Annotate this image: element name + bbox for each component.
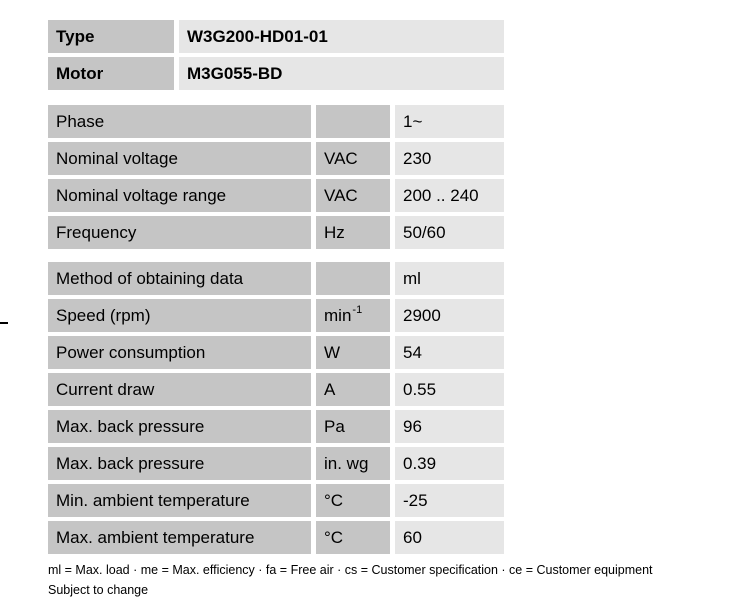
performance-spec-table: Method of obtaining data ml Speed (rpm) … bbox=[48, 262, 504, 558]
spec-value-cell: ml bbox=[395, 262, 504, 295]
unit-text: in. wg bbox=[324, 454, 369, 473]
table-row: Phase 1~ bbox=[48, 105, 504, 138]
spec-unit-cell: °C bbox=[316, 521, 390, 554]
spec-unit-cell: VAC bbox=[316, 142, 390, 175]
spec-value-cell: 96 bbox=[395, 410, 504, 443]
table-row: Nominal voltage range VAC 200 .. 240 bbox=[48, 179, 504, 212]
spec-unit-cell: W bbox=[316, 336, 390, 369]
table-row: Power consumption W 54 bbox=[48, 336, 504, 369]
spec-value-cell: M3G055-BD bbox=[179, 57, 504, 90]
subject-to-change-note: Subject to change bbox=[48, 583, 149, 597]
table-row: Min. ambient temperature °C -25 bbox=[48, 484, 504, 517]
type-motor-table: Type W3G200-HD01-01 Motor M3G055-BD bbox=[48, 20, 504, 94]
spec-value-cell: 2900 bbox=[395, 299, 504, 332]
unit-text: °C bbox=[324, 491, 344, 510]
unit-text: VAC bbox=[324, 149, 358, 168]
spec-value-cell: 200 .. 240 bbox=[395, 179, 504, 212]
spec-unit-cell bbox=[316, 262, 390, 295]
spec-unit-cell: min -1 bbox=[316, 299, 390, 332]
unit-text: VAC bbox=[324, 186, 358, 205]
table-row: Current draw A 0.55 bbox=[48, 373, 504, 406]
spec-value-cell: 60 bbox=[395, 521, 504, 554]
spec-label-cell: Type bbox=[48, 20, 174, 53]
spec-label-cell: Power consumption bbox=[48, 336, 311, 369]
spec-label-cell: Max. ambient temperature bbox=[48, 521, 311, 554]
unit-text: °C bbox=[324, 528, 344, 547]
spec-label-cell: Current draw bbox=[48, 373, 311, 406]
unit-text: Hz bbox=[324, 223, 345, 242]
table-row: Max. ambient temperature °C 60 bbox=[48, 521, 504, 554]
unit-text: min bbox=[324, 306, 352, 325]
spec-value-cell: 230 bbox=[395, 142, 504, 175]
unit-text: Pa bbox=[324, 417, 345, 436]
spec-unit-cell: Pa bbox=[316, 410, 390, 443]
unit-superscript: -1 bbox=[352, 304, 363, 316]
table-row: Method of obtaining data ml bbox=[48, 262, 504, 295]
spec-label-cell: Max. back pressure bbox=[48, 410, 311, 443]
spec-unit-cell: VAC bbox=[316, 179, 390, 212]
page-fold-mark bbox=[0, 322, 8, 324]
spec-value-cell: 54 bbox=[395, 336, 504, 369]
spec-value-cell: 50/60 bbox=[395, 216, 504, 249]
legend-text: ml = Max. load · me = Max. efficiency · … bbox=[48, 563, 653, 577]
spec-label-cell: Phase bbox=[48, 105, 311, 138]
spec-unit-cell bbox=[316, 105, 390, 138]
spec-value-cell: -25 bbox=[395, 484, 504, 517]
table-row: Type W3G200-HD01-01 bbox=[48, 20, 504, 53]
unit-text: A bbox=[324, 380, 336, 399]
spec-label-cell: Method of obtaining data bbox=[48, 262, 311, 295]
unit-text: W bbox=[324, 343, 341, 362]
spec-label-cell: Max. back pressure bbox=[48, 447, 311, 480]
spec-value-cell: 0.39 bbox=[395, 447, 504, 480]
spec-value-cell: 1~ bbox=[395, 105, 504, 138]
spec-unit-cell: °C bbox=[316, 484, 390, 517]
spec-unit-cell: A bbox=[316, 373, 390, 406]
spec-label-cell: Frequency bbox=[48, 216, 311, 249]
table-row: Motor M3G055-BD bbox=[48, 57, 504, 90]
spec-label-cell: Motor bbox=[48, 57, 174, 90]
table-row: Nominal voltage VAC 230 bbox=[48, 142, 504, 175]
table-row: Max. back pressure in. wg 0.39 bbox=[48, 447, 504, 480]
spec-label-cell: Min. ambient temperature bbox=[48, 484, 311, 517]
spec-value-cell: 0.55 bbox=[395, 373, 504, 406]
table-row: Frequency Hz 50/60 bbox=[48, 216, 504, 249]
table-row: Speed (rpm) min -1 2900 bbox=[48, 299, 504, 332]
table-row: Max. back pressure Pa 96 bbox=[48, 410, 504, 443]
spec-unit-cell: Hz bbox=[316, 216, 390, 249]
spec-label-cell: Nominal voltage bbox=[48, 142, 311, 175]
spec-label-cell: Speed (rpm) bbox=[48, 299, 311, 332]
spec-label-cell: Nominal voltage range bbox=[48, 179, 311, 212]
spec-value-cell: W3G200-HD01-01 bbox=[179, 20, 504, 53]
electrical-spec-table: Phase 1~ Nominal voltage VAC 230 Nominal… bbox=[48, 105, 504, 253]
spec-unit-cell: in. wg bbox=[316, 447, 390, 480]
footer: ml = Max. load · me = Max. efficiency · … bbox=[48, 560, 653, 600]
